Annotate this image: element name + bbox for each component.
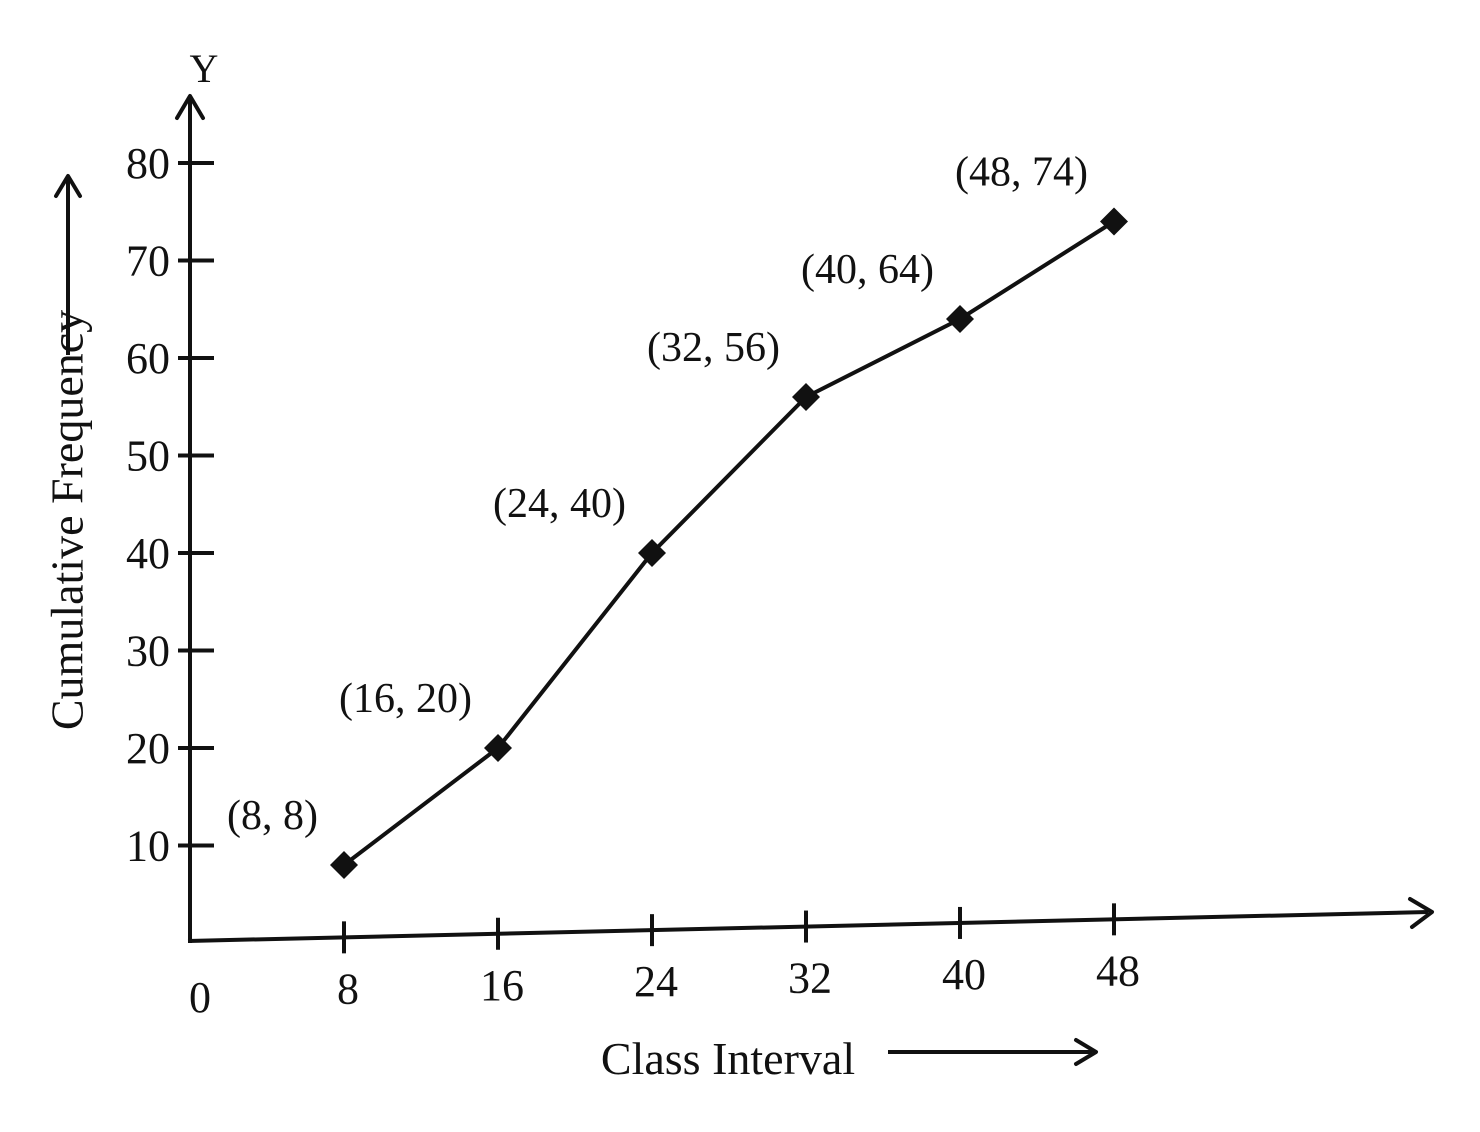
origin-label: 0 (189, 973, 211, 1022)
data-point-marker (484, 734, 512, 762)
x-tick-label: 8 (337, 964, 359, 1013)
data-point-marker (638, 539, 666, 567)
data-point-marker (1100, 207, 1128, 236)
y-axis-letter: Y (190, 46, 219, 91)
x-tick-label: 48 (1096, 946, 1140, 995)
y-tick-label: 30 (126, 627, 170, 676)
data-point-label: (16, 20) (339, 676, 472, 722)
x-tick-label: 16 (480, 961, 524, 1010)
data-point-label: (24, 40) (493, 481, 626, 527)
x-tick-label: 40 (942, 950, 986, 999)
data-point-label: (32, 56) (647, 325, 780, 371)
data-point-marker (792, 383, 820, 411)
y-tick-label: 80 (126, 139, 170, 188)
y-tick-label: 60 (126, 334, 170, 383)
data-point-label: (48, 74) (955, 150, 1088, 196)
series-group: (8, 8) (16, 20) (24, 40) (32, 56) (40, 64) (4… (227, 150, 1128, 879)
y-ticks: 10 20 30 40 50 60 70 80 (126, 139, 214, 871)
y-axis-title-group: Cumulative Frequency (42, 310, 93, 730)
x-tick-label: 32 (788, 954, 832, 1003)
y-axis-title: Cumulative Frequency (42, 310, 93, 730)
x-tick-label: 24 (634, 957, 678, 1006)
y-tick-label: 20 (126, 724, 170, 773)
series-line (342, 219, 1116, 867)
x-axis-title: Class Interval (601, 1033, 855, 1084)
data-point-marker (946, 305, 974, 333)
data-point-label: (40, 64) (801, 247, 934, 293)
y-tick-label: 10 (126, 822, 170, 871)
y-tick-label: 50 (126, 432, 170, 481)
y-axis-arrow-icon (175, 94, 205, 120)
x-ticks: 8 16 24 32 40 48 (337, 903, 1140, 1013)
x-title-arrow-icon (1074, 1038, 1098, 1066)
x-axis-arrow-icon (1408, 897, 1434, 929)
y-tick-label: 70 (126, 237, 170, 286)
y-title-arrow-icon (54, 174, 82, 198)
data-point-marker (330, 851, 358, 879)
y-tick-label: 40 (126, 529, 170, 578)
axes (175, 94, 1434, 943)
data-point-label: (8, 8) (227, 793, 318, 839)
